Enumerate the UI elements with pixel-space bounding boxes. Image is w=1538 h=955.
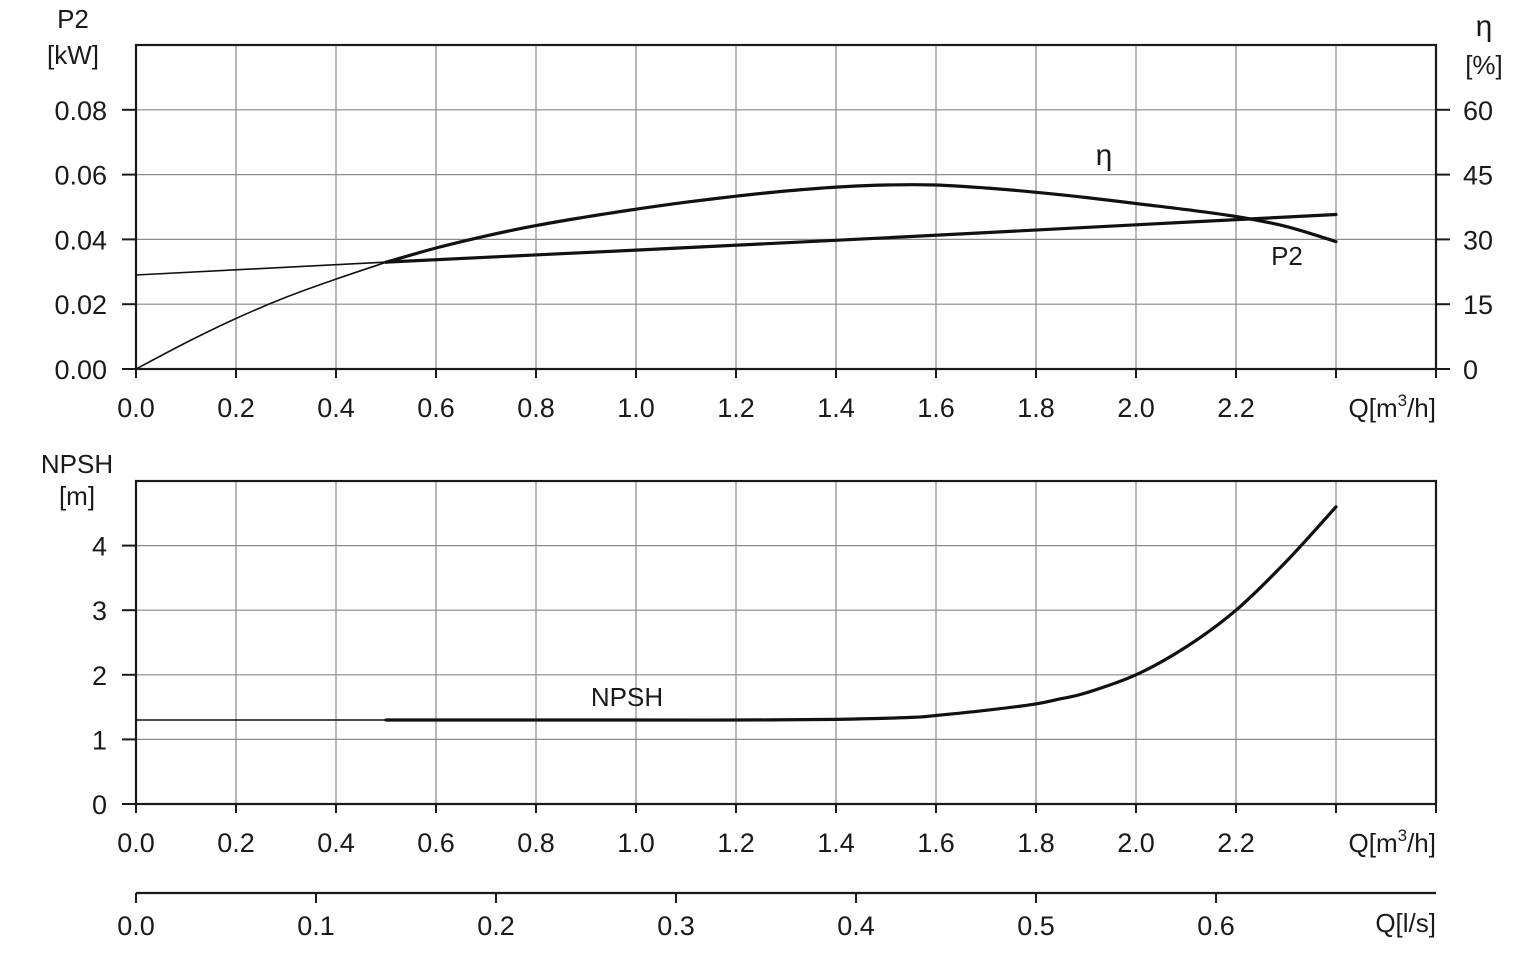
lower-x-tick-label: 0.4 <box>317 828 355 858</box>
series-npsh-curve <box>384 505 1338 722</box>
upper-right-tick-label: 60 <box>1463 96 1493 126</box>
upper-left-axis-title-line2: [kW] <box>47 40 99 70</box>
upper-right-tick-label: 30 <box>1463 225 1493 255</box>
series-label-p2: P2 <box>1271 241 1303 271</box>
upper-x-axis-title: Q[m3/h] <box>1349 391 1437 423</box>
lower-left-tick-label: 0 <box>92 790 107 820</box>
lower-x-axis: 0.0 0.2 0.4 0.6 0.8 1.0 1.2 1.4 1.6 1.8 2.0 2.2 <box>117 804 1437 858</box>
upper-right-y-axis: 0 15 30 45 60 <box>1436 96 1493 385</box>
upper-left-tick-label: 0.06 <box>54 161 107 191</box>
upper-right-tick-label: 45 <box>1463 161 1493 191</box>
upper-x-tick-label: 1.2 <box>717 393 755 423</box>
series-eta-curve <box>384 183 1338 264</box>
lower-x-tick-label: 1.8 <box>1017 828 1055 858</box>
upper-right-tick-label: 0 <box>1463 355 1478 385</box>
secondary-x-axis-title: Q[l/s] <box>1375 908 1436 938</box>
series-eta-curve-low-flow <box>135 261 387 370</box>
upper-curves <box>135 183 1338 370</box>
lower-x-tick-label: 2.0 <box>1117 828 1155 858</box>
lower-plot-frame <box>134 479 1438 806</box>
secondary-x-tick-label: 0.2 <box>477 911 515 941</box>
secondary-x-tick-label: 0.3 <box>657 911 695 941</box>
lower-x-tick-label: 1.0 <box>617 828 655 858</box>
series-label-npsh: NPSH <box>591 682 663 712</box>
lower-x-tick-label: 2.2 <box>1217 828 1255 858</box>
lower-x-tick-label: 1.6 <box>917 828 955 858</box>
lower-left-axis-title-line1: NPSH <box>41 449 113 479</box>
upper-x-tick-label: 2.2 <box>1217 393 1255 423</box>
secondary-x-tick-label: 0.4 <box>837 911 875 941</box>
p2-efficiency-chart: 0.00 0.02 0.04 0.06 0.08 0 15 30 45 60 0.0 0.2 0.4… <box>47 4 1503 423</box>
npsh-chart: 0 1 2 3 4 0.0 0.2 0.4 0.6 0.8 1.0 1.2 1.4 1.6 1.8 2.0 2… <box>41 449 1438 941</box>
upper-left-axis-title-line1: P2 <box>57 4 89 34</box>
upper-grid <box>135 45 1436 370</box>
lower-left-tick-label: 1 <box>92 725 107 755</box>
upper-plot-frame <box>134 43 1438 371</box>
upper-left-y-axis: 0.00 0.02 0.04 0.06 0.08 <box>54 96 136 385</box>
series-p2-curve <box>384 212 1338 264</box>
upper-right-axis-symbol: η <box>1476 10 1493 43</box>
upper-x-tick-label: 0.6 <box>417 393 455 423</box>
upper-x-axis: 0.0 0.2 0.4 0.6 0.8 1.0 1.2 1.4 1.6 1.8 2.0 2.2 <box>117 369 1437 423</box>
upper-x-tick-label: 2.0 <box>1117 393 1155 423</box>
lower-x-tick-label: 0.8 <box>517 828 555 858</box>
upper-left-tick-label: 0.00 <box>54 355 107 385</box>
secondary-x-tick-label: 0.5 <box>1017 911 1055 941</box>
secondary-x-axis: 0.0 0.1 0.2 0.3 0.4 0.5 0.6 <box>117 893 1235 941</box>
secondary-x-tick-label: 0.0 <box>117 911 155 941</box>
lower-grid <box>135 481 1436 805</box>
lower-x-tick-label: 1.2 <box>717 828 755 858</box>
lower-x-tick-label: 0.2 <box>217 828 255 858</box>
lower-x-tick-label: 0.6 <box>417 828 455 858</box>
lower-left-y-axis: 0 1 2 3 4 <box>92 532 136 820</box>
upper-left-tick-label: 0.08 <box>54 96 107 126</box>
lower-x-axis-title: Q[m3/h] <box>1349 826 1437 858</box>
lower-left-tick-label: 3 <box>92 596 107 626</box>
lower-left-tick-label: 2 <box>92 661 107 691</box>
upper-left-tick-label: 0.02 <box>54 290 107 320</box>
lower-left-tick-label: 4 <box>92 532 107 562</box>
upper-x-tick-label: 0.4 <box>317 393 355 423</box>
upper-x-tick-label: 1.4 <box>817 393 855 423</box>
upper-left-tick-label: 0.04 <box>54 225 107 255</box>
upper-right-axis-unit: [%] <box>1465 50 1503 80</box>
upper-x-tick-label: 1.6 <box>917 393 955 423</box>
secondary-x-tick-label: 0.6 <box>1197 911 1235 941</box>
secondary-x-tick-label: 0.1 <box>297 911 335 941</box>
upper-right-tick-label: 15 <box>1463 290 1493 320</box>
lower-x-tick-label: 0.0 <box>117 828 155 858</box>
lower-x-tick-label: 1.4 <box>817 828 855 858</box>
series-p2-curve-low-flow <box>135 261 387 276</box>
lower-curves <box>135 505 1338 722</box>
upper-x-tick-label: 0.8 <box>517 393 555 423</box>
upper-x-tick-label: 0.0 <box>117 393 155 423</box>
upper-x-tick-label: 1.0 <box>617 393 655 423</box>
upper-x-tick-label: 0.2 <box>217 393 255 423</box>
series-label-eta: η <box>1096 139 1113 172</box>
upper-x-tick-label: 1.8 <box>1017 393 1055 423</box>
lower-left-axis-title-line2: [m] <box>59 481 95 511</box>
